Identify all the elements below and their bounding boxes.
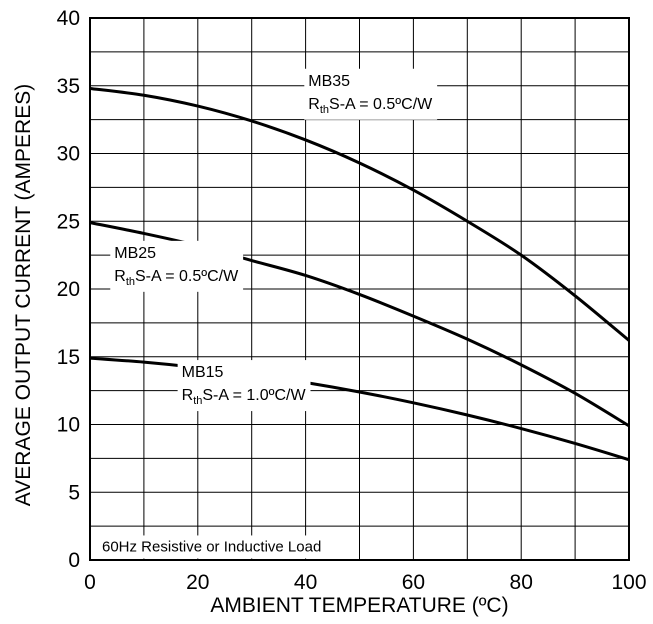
series-label-mb35: MB35 — [308, 73, 350, 90]
annotation-mb15: MB15 RthS-A = 1.0ºC/W — [177, 360, 311, 412]
series-line-mb35 — [89, 86, 630, 342]
thermal-resistance-label: RthS-A = 0.5ºC/W — [308, 96, 433, 116]
thermal-resistance-label: RthS-A = 0.5ºC/W — [114, 268, 239, 288]
series-label-mb15: MB15 — [182, 364, 224, 381]
y-tick-label: 25 — [57, 210, 80, 233]
load-note-text: 60Hz Resistive or Inductive Load — [102, 538, 321, 555]
y-tick-label: 5 — [68, 481, 80, 504]
annotation-background — [177, 360, 311, 412]
series-label-mb25: MB25 — [114, 245, 156, 262]
y-tick-labels: 0 5 10 15 20 25 30 35 40 — [57, 7, 80, 572]
load-note: 60Hz Resistive or Inductive Load — [94, 535, 330, 559]
x-tick-label: 80 — [510, 571, 533, 594]
y-tick-label: 20 — [57, 278, 80, 301]
y-tick-label: 15 — [57, 346, 80, 369]
x-tick-labels: 0 20 40 60 80 100 — [84, 571, 646, 594]
y-tick-label: 10 — [57, 414, 80, 437]
x-tick-label: 40 — [294, 571, 317, 594]
x-tick-label: 0 — [84, 571, 96, 594]
y-axis-title: AVERAGE OUTPUT CURRENT (AMPERES) — [12, 84, 35, 506]
load-note-background — [94, 535, 330, 559]
plot-frame — [89, 17, 630, 561]
thermal-resistance-label: RthS-A = 1.0ºC/W — [182, 387, 307, 407]
x-tick-label: 60 — [402, 571, 425, 594]
annotation-background — [110, 240, 244, 292]
y-tick-label: 0 — [68, 549, 80, 572]
x-axis-title: AMBIENT TEMPERATURE (ºC) — [210, 594, 508, 617]
y-tick-label: 30 — [57, 143, 80, 166]
y-tick-label: 35 — [57, 75, 80, 98]
annotations: MB35 RthS-A = 0.5ºC/W MB25 RthS-A = 0.5ºC/W… — [110, 68, 438, 412]
annotation-mb25: MB25 RthS-A = 0.5ºC/W — [110, 240, 244, 292]
annotation-background — [304, 68, 438, 120]
x-tick-label: 100 — [611, 571, 646, 594]
x-tick-label: 20 — [186, 571, 209, 594]
annotation-mb35: MB35 RthS-A = 0.5ºC/W — [304, 68, 438, 120]
y-tick-label: 40 — [57, 7, 80, 30]
